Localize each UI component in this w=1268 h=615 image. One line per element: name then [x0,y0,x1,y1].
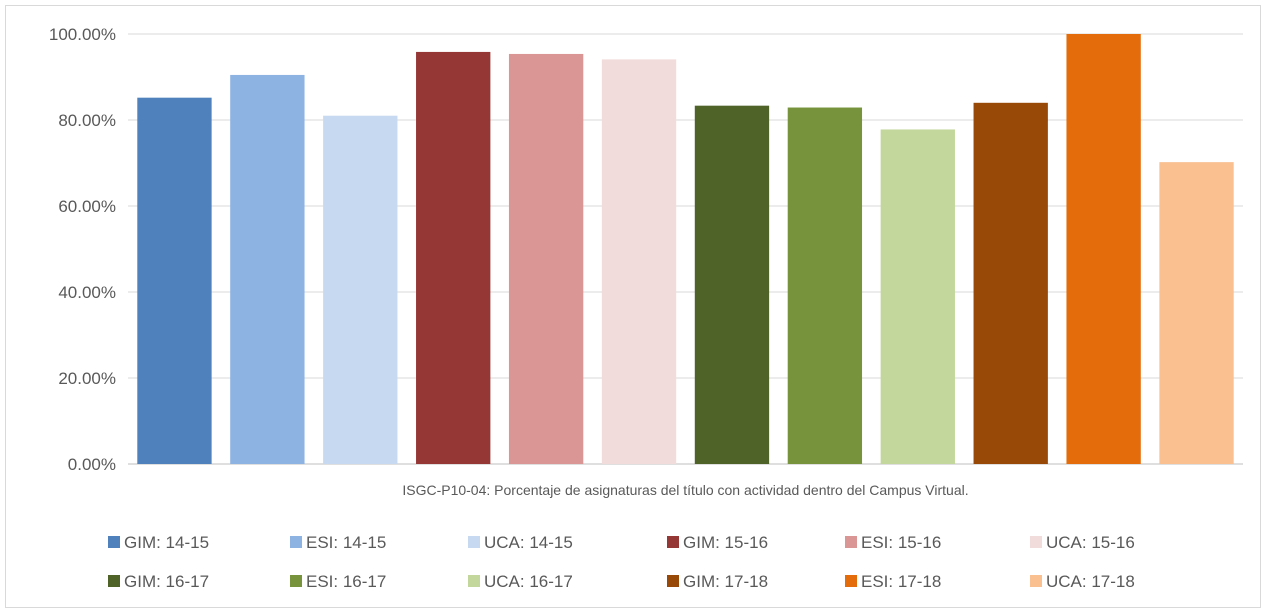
y-tick-label: 0.00% [68,455,116,474]
bar [1066,34,1141,464]
legend-label: GIM: 15-16 [683,533,768,552]
y-tick-label: 40.00% [58,283,116,302]
legend-label: UCA: 14-15 [484,533,573,552]
legend-swatch [108,575,120,587]
legend-swatch [1030,575,1042,587]
legend-swatch [468,575,480,587]
legend-label: UCA: 15-16 [1046,533,1135,552]
legend-label: GIM: 17-18 [683,572,768,591]
y-tick-label: 100.00% [49,25,116,44]
bar [1159,162,1234,464]
bar [230,74,305,464]
legend-swatch [468,536,480,548]
legend-label: ESI: 14-15 [306,533,386,552]
y-tick-label: 60.00% [58,197,116,216]
gridlines [128,33,1243,465]
legend-swatch [667,536,679,548]
y-tick-label: 80.00% [58,111,116,130]
legend-swatch [667,575,679,587]
legend-label: ESI: 16-17 [306,572,386,591]
bar [508,53,584,465]
y-tick-label: 20.00% [58,369,116,388]
bar [323,115,398,464]
legend-label: UCA: 16-17 [484,572,573,591]
legend-swatch [845,575,857,587]
legend-label: GIM: 16-17 [124,572,209,591]
legend-swatch [290,536,302,548]
legend-label: ESI: 17-18 [861,572,941,591]
bar [787,107,863,464]
legend-swatch [1030,536,1042,548]
bar [137,97,212,465]
legend-label: GIM: 14-15 [124,533,209,552]
legend-label: UCA: 17-18 [1046,572,1135,591]
bar [973,102,1048,465]
bar [694,105,770,464]
bar [416,51,491,464]
bar [601,59,677,465]
x-axis-title: ISGC-P10-04: Porcentaje de asignaturas d… [402,482,968,498]
legend-label: ESI: 15-16 [861,533,941,552]
legend-swatch [108,536,120,548]
legend: GIM: 14-15 ESI: 14-15 UCA: 14-15 GIM: 15-16… [108,533,1135,591]
bar [880,129,955,464]
legend-swatch [845,536,857,548]
legend-swatch [290,575,302,587]
